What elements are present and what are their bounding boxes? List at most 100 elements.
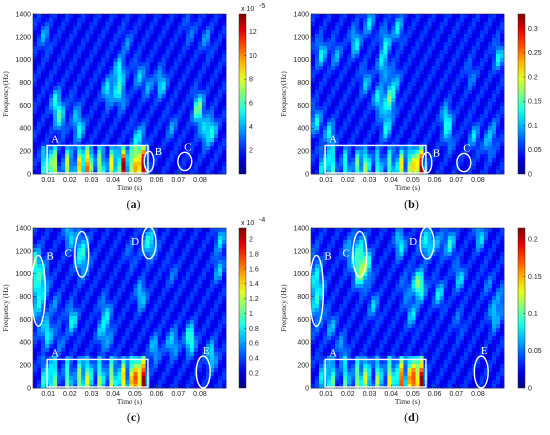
colorbar-tick-label: 6 xyxy=(249,100,253,107)
colorbar-tick-label: 0 xyxy=(528,385,532,392)
annotation-ellipse-c xyxy=(352,230,368,278)
colorbar-exponent: x 10 xyxy=(241,6,254,13)
y-tick-label: 400 xyxy=(297,340,309,347)
x-tick-label: 0.04 xyxy=(106,177,120,184)
colorbar-tick-label: 0.4 xyxy=(249,356,259,363)
plot-frame xyxy=(310,13,505,175)
y-tick-label: 600 xyxy=(297,103,309,110)
annotation-label-d: D xyxy=(131,236,139,248)
plot-frame xyxy=(32,13,227,175)
heatmap-cells xyxy=(311,14,505,175)
y-tick-label: 0 xyxy=(305,385,309,392)
y-tick-label: 800 xyxy=(19,294,31,301)
x-tick-label: 0.04 xyxy=(384,177,398,184)
y-tick-label: 1200 xyxy=(293,34,309,41)
colorbar-tick-label: 10 xyxy=(249,53,257,60)
annotation-label-e: E xyxy=(203,345,210,357)
x-tick-label: 0.06 xyxy=(150,177,164,184)
x-tick-label: 0.07 xyxy=(171,177,185,184)
annotation-ellipse-d xyxy=(419,226,435,260)
annotation-ellipse-e xyxy=(473,355,489,389)
chart-panel-d: 0.01 0.02 0.03 0.04 0.05 0.06 0.07 0.08 Time (s)… xyxy=(279,225,542,424)
x-tick-label: 0.05 xyxy=(128,177,142,184)
annotation-label-b: B xyxy=(324,250,331,262)
annotation-ellipse-b xyxy=(30,254,47,327)
x-tick-label: 0.05 xyxy=(128,391,142,398)
x-tick-label: 0.06 xyxy=(150,391,164,398)
x-tick-label: 0.03 xyxy=(85,391,99,398)
y-tick-label: 1200 xyxy=(15,34,31,41)
x-tick-label: 0.03 xyxy=(363,177,377,184)
heatmap-cells xyxy=(33,228,227,389)
x-tick-label: 0.06 xyxy=(428,391,442,398)
x-tick-label: 0.06 xyxy=(428,177,442,184)
x-tick-label: 0.02 xyxy=(63,177,77,184)
annotation-label-b: B xyxy=(46,250,53,262)
annotation-box-a xyxy=(324,144,427,174)
x-tick-label: 0.01 xyxy=(319,177,333,184)
colorbar-tick-label: 1 xyxy=(249,311,253,318)
colorbar xyxy=(238,227,247,389)
annotation-ellipse-b xyxy=(421,151,433,174)
y-tick-label: 1000 xyxy=(293,57,309,64)
y-tick-label: 1400 xyxy=(15,225,31,232)
y-axis-label: Frequency (Hz) xyxy=(279,284,288,332)
annotation-label-a: A xyxy=(51,347,59,359)
colorbar-tick-label: 0.2 xyxy=(528,237,538,244)
colorbar-tick-label: 0.1 xyxy=(528,123,538,130)
colorbar-tick-label: 2 xyxy=(249,237,253,244)
colorbar-tick-label: 0.1 xyxy=(528,311,538,318)
colorbar-tick-label: 0 xyxy=(528,171,532,178)
heatmap-cells xyxy=(33,14,227,175)
annotation-label-c: C xyxy=(184,141,191,153)
colorbar-exponent-power: -5 xyxy=(259,3,265,10)
y-tick-label: 600 xyxy=(297,317,309,324)
x-tick-label: 0.08 xyxy=(471,177,485,184)
annotation-label-c: C xyxy=(463,142,470,154)
x-tick-label: 0.02 xyxy=(63,391,77,398)
y-tick-label: 200 xyxy=(297,149,309,156)
colorbar-tick-label: 0.05 xyxy=(528,147,542,154)
y-tick-label: 400 xyxy=(19,340,31,347)
x-tick-label: 0.07 xyxy=(449,391,463,398)
colorbar-tick-label: 0.8 xyxy=(249,326,259,333)
colorbar-exponent: x 10 xyxy=(241,220,254,227)
x-axis-label: Time (s) xyxy=(395,397,421,406)
annotation-ellipse-c xyxy=(456,152,472,173)
x-tick-label: 0.08 xyxy=(471,391,485,398)
colorbar-tick-label: 0.05 xyxy=(528,348,542,355)
x-tick-label: 0.08 xyxy=(193,391,207,398)
y-axis-label: Frequency(Hz) xyxy=(1,71,10,117)
annotation-ellipse-c xyxy=(74,230,90,278)
panel-label: (c) xyxy=(127,410,140,424)
colorbar-tick-label: 0.3 xyxy=(528,26,538,33)
y-tick-label: 800 xyxy=(19,80,31,87)
annotation-box-a xyxy=(46,144,149,174)
colorbar xyxy=(517,227,526,389)
colorbar-tick-label: 0.15 xyxy=(528,274,542,281)
annotation-label-a: A xyxy=(51,133,59,145)
x-tick-label: 0.04 xyxy=(384,391,398,398)
annotation-label-b: B xyxy=(155,146,162,158)
y-tick-label: 800 xyxy=(297,80,309,87)
chart-panel-c: 0.01 0.02 0.03 0.04 0.05 0.06 0.07 0.08 Time (s)… xyxy=(1,217,265,424)
y-tick-label: 1200 xyxy=(293,248,309,255)
colorbar-tick-label: 1.6 xyxy=(249,266,259,273)
colorbar-tick-label: 1.4 xyxy=(249,281,259,288)
y-axis-label: Frequency (Hz) xyxy=(1,284,10,332)
colorbar-tick-label: 0.25 xyxy=(528,50,542,57)
annotation-label-c: C xyxy=(343,247,350,259)
annotation-label-b: B xyxy=(433,147,440,159)
y-tick-label: 1000 xyxy=(293,271,309,278)
x-tick-label: 0.04 xyxy=(106,391,120,398)
y-tick-label: 200 xyxy=(297,363,309,370)
colorbar xyxy=(238,13,247,175)
x-tick-label: 0.05 xyxy=(406,177,420,184)
x-tick-label: 0.01 xyxy=(319,391,333,398)
y-axis-label: Frequency(Hz) xyxy=(279,71,288,117)
x-tick-label: 0.01 xyxy=(41,391,55,398)
x-tick-label: 0.02 xyxy=(341,177,355,184)
y-tick-label: 200 xyxy=(19,363,31,370)
y-tick-label: 1400 xyxy=(293,225,309,232)
